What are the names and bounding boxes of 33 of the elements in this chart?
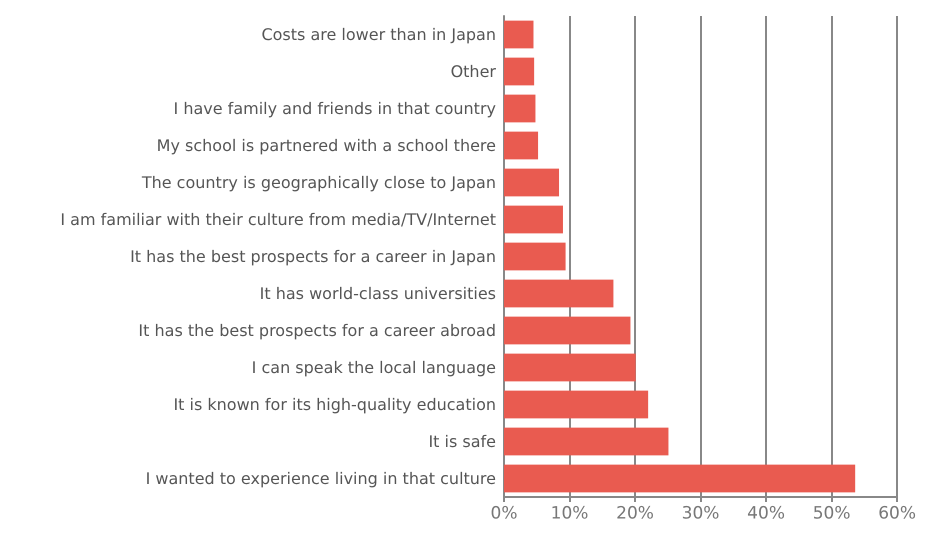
bar xyxy=(504,242,566,270)
y-tick-label: I wanted to experience living in that culture xyxy=(146,469,496,488)
x-tick-label: 30% xyxy=(682,504,720,524)
y-tick-label: It has the best prospects for a career abroad xyxy=(138,321,496,340)
bar xyxy=(504,316,630,344)
y-tick-label: Costs are lower than in Japan xyxy=(261,25,496,44)
bar xyxy=(504,428,668,456)
bar xyxy=(504,58,534,86)
bar xyxy=(504,20,534,48)
x-tick-label: 0% xyxy=(490,504,518,524)
bar xyxy=(504,206,563,234)
bar xyxy=(504,354,636,382)
y-tick-label: Other xyxy=(450,62,496,81)
bar xyxy=(504,132,538,160)
x-tick-label: 40% xyxy=(747,504,785,524)
y-tick-label: It has world-class universities xyxy=(260,284,496,303)
bar xyxy=(504,280,614,308)
y-tick-label: I can speak the local language xyxy=(252,358,496,377)
y-tick-label: I am familiar with their culture from media/TV/Internet xyxy=(60,210,496,229)
y-tick-label: I have family and friends in that country xyxy=(174,99,496,118)
bar xyxy=(504,464,856,492)
y-tick-label: It is safe xyxy=(428,432,496,451)
y-tick-label: The country is geographically close to Japan xyxy=(140,173,496,192)
bar xyxy=(504,168,560,196)
x-tick-label: 20% xyxy=(616,504,654,524)
y-tick-label: It has the best prospects for a career in Japan xyxy=(130,247,496,266)
y-tick-label: My school is partnered with a school there xyxy=(156,136,496,155)
x-tick-label: 60% xyxy=(878,504,916,524)
x-tick-label: 10% xyxy=(550,504,588,524)
bar xyxy=(504,94,536,122)
x-tick-label: 50% xyxy=(812,504,850,524)
bar xyxy=(504,390,648,418)
y-tick-label: It is known for its high-quality education xyxy=(173,395,496,414)
